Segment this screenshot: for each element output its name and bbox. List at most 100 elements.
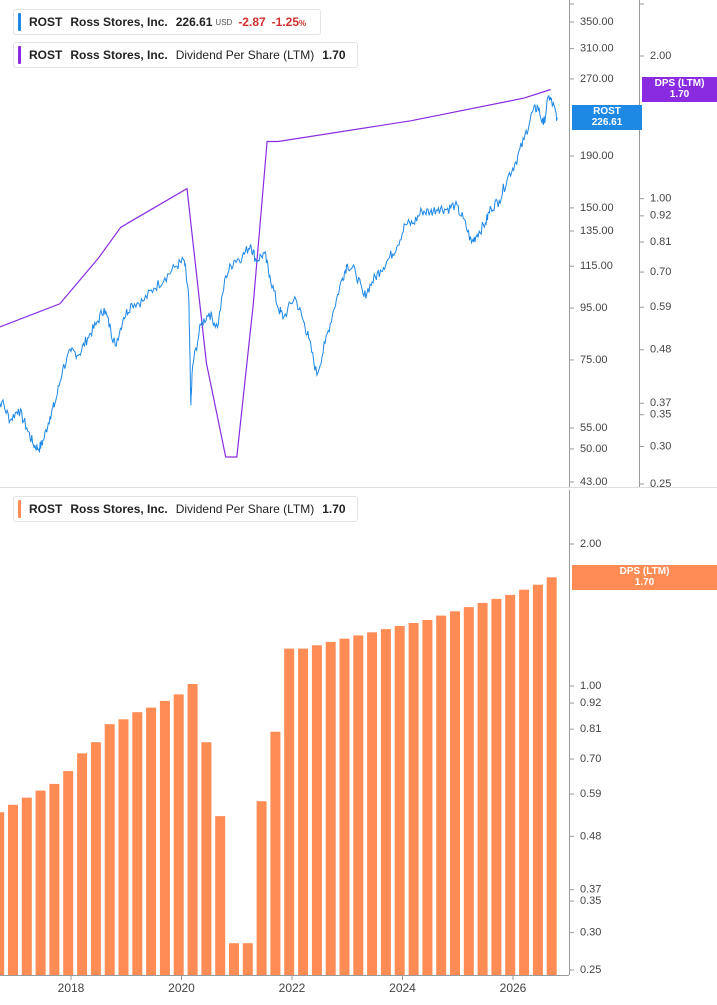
- dps-bar-legend-ticker: ROST: [29, 502, 63, 516]
- price-axis-tick-label: 270.00: [580, 73, 614, 85]
- dps-bottom-axis-tick-label: 0.81: [580, 723, 601, 735]
- price-legend-company: Ross Stores, Inc.: [70, 15, 168, 29]
- dps-bar: [546, 577, 557, 975]
- dps-bar: [104, 724, 115, 975]
- dps-line-badge-label: DPS (LTM): [654, 78, 705, 89]
- dps-bar: [519, 589, 530, 975]
- dps-bottom-axis-tick-label: 0.30: [580, 927, 601, 939]
- price-legend-ticker: ROST: [29, 15, 63, 29]
- price-axis-tick-label: 190.00: [580, 150, 614, 162]
- price-legend-change: -2.87: [238, 15, 266, 29]
- price-legend-value: 226.61: [175, 15, 213, 29]
- price-legend-change-pct: -1.25%: [272, 15, 306, 29]
- dps-bottom-axis-tick-label: 2.00: [580, 538, 601, 550]
- dps-bar: [325, 641, 336, 975]
- dps-bar: [132, 712, 143, 975]
- dps-line-legend[interactable]: ROST Ross Stores, Inc. Dividend Per Shar…: [13, 42, 358, 68]
- dps-top-axis-tick-label: 0.30: [650, 440, 671, 452]
- dps-bar-last-value-badge: DPS (LTM) 1.70: [572, 565, 717, 590]
- dps-bar: [367, 632, 378, 975]
- rost-price-line: [0, 94, 558, 453]
- x-axis-tick-label: 2022: [279, 981, 306, 995]
- price-series-swatch: [18, 13, 21, 31]
- dps-top-axis-tick-label: 0.59: [650, 301, 671, 313]
- dps-bottom-axis-tick-label: 0.92: [580, 697, 601, 709]
- dps-bar: [201, 742, 212, 975]
- price-axis-tick-label: 150.00: [580, 202, 614, 214]
- dps-bar-legend[interactable]: ROST Ross Stores, Inc. Dividend Per Shar…: [13, 496, 358, 522]
- dps-top-axis-tick-label: 2.00: [650, 50, 671, 62]
- dps-bar: [118, 719, 129, 975]
- dps-bar: [49, 783, 60, 975]
- dps-bar: [353, 635, 364, 975]
- dps-bar-legend-company: Ross Stores, Inc.: [70, 502, 168, 516]
- dps-bar: [408, 623, 419, 975]
- dps-bar: [187, 684, 198, 975]
- price-legend[interactable]: ROST Ross Stores, Inc. 226.61 USD -2.87 …: [13, 9, 322, 35]
- dps-line-legend-series: Dividend Per Share (LTM): [175, 48, 315, 62]
- x-axis-tick-label: 2024: [389, 981, 416, 995]
- dps-bar: [90, 742, 101, 975]
- dps-bar: [450, 611, 460, 975]
- dps-bar: [491, 598, 502, 975]
- dps-bar: [242, 943, 253, 975]
- dps-bar: [284, 648, 295, 975]
- price-axis-tick-label: 135.00: [580, 225, 614, 237]
- dps-bar-badge-value: 1.70: [634, 577, 655, 588]
- x-axis-tick-label: 2020: [168, 981, 195, 995]
- dps-bottom-axis-tick-label: 0.59: [580, 788, 601, 800]
- price-axis-tick-label: 75.00: [580, 354, 608, 366]
- dps-bar: [173, 694, 184, 975]
- dps-bar: [339, 638, 350, 975]
- x-axis-tick-label: 2026: [500, 981, 527, 995]
- dps-bar-legend-value: 1.70: [322, 502, 346, 516]
- dps-bar: [422, 620, 433, 975]
- dps-bar: [505, 594, 516, 975]
- dps-top-axis-tick-label: 0.37: [650, 397, 671, 409]
- dps-bar: [21, 797, 32, 975]
- dps-bar: [532, 584, 543, 975]
- dps-bar: [256, 801, 267, 975]
- dps-bar: [298, 648, 309, 975]
- dps-bar: [394, 626, 405, 975]
- dps-line-legend-value: 1.70: [322, 48, 346, 62]
- dps-bar: [477, 602, 488, 975]
- dps-bar: [229, 943, 239, 975]
- dps-bar: [270, 731, 281, 975]
- dps-top-axis-tick-label: 1.00: [650, 193, 671, 205]
- dps-ltm-line: [0, 88, 551, 458]
- dps-bar: [463, 607, 474, 975]
- dps-line-legend-company: Ross Stores, Inc.: [70, 48, 168, 62]
- dps-bar: [146, 707, 157, 975]
- dps-top-axis-tick-label: 0.81: [650, 236, 671, 248]
- price-axis-tick-label: 310.00: [580, 43, 614, 55]
- dps-bottom-axis-tick-label: 0.37: [580, 884, 601, 896]
- price-legend-change-pct-value: -1.25: [271, 15, 300, 29]
- dps-line-series-swatch: [18, 46, 21, 64]
- price-axis-tick-label: 95.00: [580, 302, 608, 314]
- price-axis-tick-label: 55.00: [580, 422, 608, 434]
- dps-line-badge-value: 1.70: [669, 89, 690, 100]
- dps-bottom-axis-tick-label: 1.00: [580, 680, 601, 692]
- price-axis-tick-label: 50.00: [580, 443, 608, 455]
- dps-bar: [35, 790, 46, 975]
- dps-bar: [380, 629, 391, 975]
- dps-bar-series-swatch: [18, 500, 21, 518]
- dps-bottom-axis-tick-label: 0.35: [580, 895, 601, 907]
- dps-top-axis-tick-label: 0.92: [650, 210, 671, 222]
- dps-line-last-value-badge: DPS (LTM) 1.70: [642, 77, 717, 102]
- dps-line-legend-ticker: ROST: [29, 48, 63, 62]
- dps-top-axis-tick-label: 0.25: [650, 478, 671, 490]
- dps-bar: [63, 771, 74, 975]
- dps-bottom-axis-tick-label: 0.48: [580, 830, 601, 842]
- price-last-value-badge: ROST 226.61: [572, 105, 642, 130]
- price-axis-tick-label: 115.00: [580, 260, 613, 272]
- x-axis-tick-label: 2018: [58, 981, 85, 995]
- price-badge-value: 226.61: [591, 117, 623, 128]
- dps-top-axis-tick-label: 0.70: [650, 266, 671, 278]
- dps-bar: [8, 804, 18, 975]
- price-legend-pct-unit: %: [299, 19, 307, 28]
- dps-bar: [215, 816, 226, 975]
- dps-bar: [77, 753, 88, 975]
